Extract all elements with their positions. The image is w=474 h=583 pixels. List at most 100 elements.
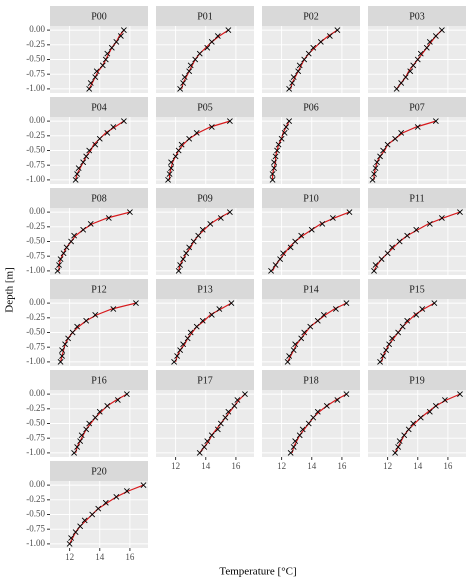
measured-point [301, 56, 308, 63]
measured-point [80, 226, 87, 233]
x-tick-label: 16 [125, 552, 135, 562]
measured-point [432, 118, 439, 125]
strip-label: P14 [303, 284, 319, 295]
strip [50, 97, 148, 117]
measured-point [290, 347, 297, 354]
measured-point [120, 118, 127, 125]
measured-point [57, 358, 64, 365]
measured-point [214, 426, 221, 433]
measured-point [314, 317, 321, 324]
measured-point [196, 449, 203, 456]
y-tick-label: -0.75 [26, 250, 45, 260]
x-tick-label: 16 [337, 461, 347, 471]
y-tick-label: -0.75 [26, 432, 45, 442]
measured-point [426, 220, 433, 227]
fit-line [287, 302, 347, 363]
measured-point [317, 38, 324, 45]
y-tick-label: -0.25 [26, 312, 45, 322]
measured-point [184, 335, 191, 342]
y-tick-label: 0.00 [29, 24, 45, 34]
measured-point [181, 74, 188, 81]
measured-point [329, 215, 336, 221]
strip [50, 461, 148, 481]
measured-point [386, 341, 393, 348]
measured-point [271, 165, 277, 172]
measured-point [83, 426, 90, 433]
measured-point [180, 256, 187, 263]
strip-label: P20 [91, 466, 107, 477]
measured-point [93, 68, 100, 75]
measured-point [54, 267, 61, 274]
measured-point [402, 74, 409, 81]
strip [156, 188, 254, 208]
strip-label: P19 [409, 375, 425, 386]
strip [262, 370, 360, 390]
strip [368, 97, 466, 117]
strip [156, 370, 254, 390]
measured-point [426, 38, 433, 45]
y-tick-label: 0.00 [29, 388, 45, 398]
measured-point [292, 238, 299, 245]
measured-point [77, 438, 84, 445]
measured-point [140, 482, 147, 489]
measured-point [104, 129, 111, 136]
measured-point [195, 232, 202, 239]
measured-point [372, 262, 379, 268]
y-tick-label: -0.50 [26, 145, 45, 155]
y-tick-label: -0.25 [26, 39, 45, 49]
y-tick-label: -1.00 [26, 174, 45, 184]
measured-point [231, 402, 238, 409]
measured-point [171, 358, 178, 365]
y-tick-label: -1.00 [26, 538, 45, 548]
x-tick-label: 14 [95, 552, 105, 562]
measured-point [217, 215, 224, 221]
measured-point [389, 244, 396, 251]
y-tick-label: -1.00 [26, 83, 45, 93]
measured-point [272, 153, 279, 160]
measured-point [414, 124, 421, 130]
measured-point [74, 444, 81, 450]
measured-point [102, 56, 109, 63]
x-tick-label: 12 [383, 461, 392, 471]
measured-point [426, 408, 433, 415]
measured-point [319, 220, 326, 227]
measured-point [226, 209, 233, 216]
measured-point [196, 50, 203, 57]
strip-label: P06 [303, 102, 319, 113]
y-tick-label: -0.50 [26, 509, 45, 519]
measured-point [72, 529, 79, 536]
measured-point [431, 300, 438, 307]
measured-point [89, 511, 96, 518]
measured-point [438, 27, 445, 34]
strip-label: P00 [91, 11, 107, 22]
strip [50, 370, 148, 390]
strip-label: P10 [303, 193, 319, 204]
measured-point [292, 341, 299, 348]
measured-point [102, 499, 109, 506]
measured-point [377, 153, 383, 160]
measured-point [278, 135, 285, 142]
measured-point [207, 220, 214, 227]
measured-point [62, 341, 68, 348]
measured-point [417, 50, 424, 57]
measured-point [59, 347, 65, 354]
measured-point [78, 432, 85, 439]
measured-point [72, 176, 79, 183]
measured-point [457, 391, 463, 398]
measured-point [216, 306, 223, 312]
measured-point [68, 238, 75, 245]
measured-point [168, 159, 174, 166]
measured-point [295, 68, 302, 75]
measured-point [272, 262, 279, 268]
measured-point [66, 540, 73, 547]
measured-point [398, 80, 405, 86]
strip [368, 6, 466, 26]
measured-point [168, 165, 174, 172]
measured-point [190, 238, 197, 245]
y-tick-label: -1.00 [26, 265, 45, 275]
measured-point [332, 306, 339, 312]
measured-point [404, 317, 411, 324]
measured-point [457, 209, 463, 216]
measured-point [284, 358, 291, 365]
